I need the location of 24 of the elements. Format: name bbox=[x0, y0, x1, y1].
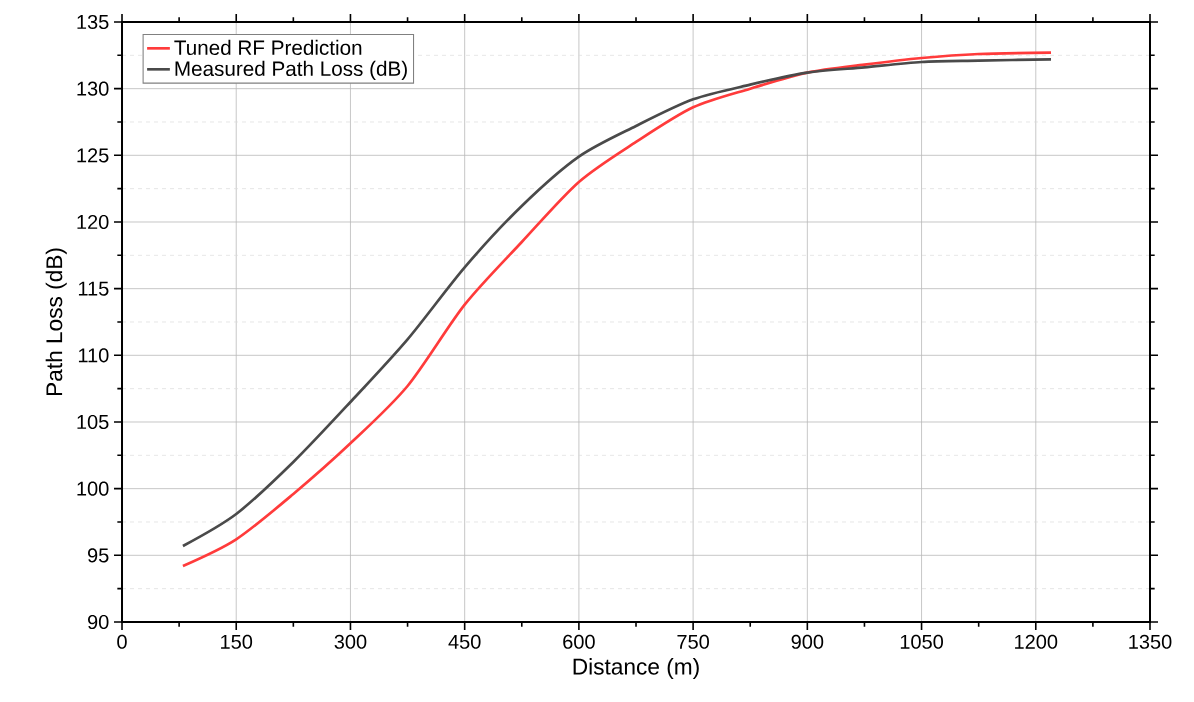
y-tick-label: 105 bbox=[77, 414, 109, 430]
y-tick-label: 95 bbox=[88, 548, 109, 563]
y-tick-label: 130 bbox=[77, 81, 109, 96]
x-tick-label: 900 bbox=[791, 634, 824, 649]
x-tick-label: 1050 bbox=[900, 634, 943, 649]
y-tick-label: 100 bbox=[77, 481, 109, 496]
x-tick-label: 0 bbox=[117, 634, 127, 649]
y-tick-label: 125 bbox=[77, 148, 109, 163]
legend-label: Measured Path Loss (dB) bbox=[175, 60, 407, 81]
x-tick-label: 450 bbox=[448, 634, 481, 649]
x-tick-label: 300 bbox=[334, 634, 367, 649]
x-tick-label: 1200 bbox=[1015, 634, 1058, 649]
x-tick-label: 600 bbox=[563, 634, 595, 649]
y-tick-label: 120 bbox=[77, 214, 109, 230]
x-tick-label: 1350 bbox=[1129, 634, 1172, 649]
y-axis-title: Path Loss (dB) bbox=[45, 248, 67, 396]
y-tick-label: 110 bbox=[78, 348, 109, 363]
x-tick-label: 750 bbox=[677, 634, 709, 649]
y-tick-label: 90 bbox=[88, 614, 109, 630]
x-axis-title: Distance (m) bbox=[573, 658, 699, 680]
y-tick-label: 135 bbox=[77, 14, 109, 30]
legend-label: Tuned RF Prediction bbox=[174, 39, 362, 56]
x-tick-label: 150 bbox=[221, 634, 253, 649]
y-tick-label: 115 bbox=[78, 281, 109, 296]
